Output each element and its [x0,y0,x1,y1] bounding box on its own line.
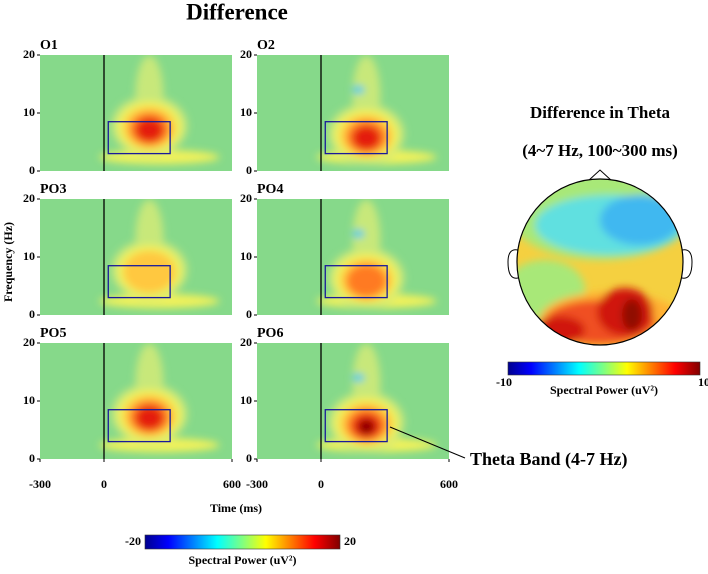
blob-layer [123,250,176,293]
y-tick-label: 0 [246,163,252,177]
y-tick-label: 20 [240,335,252,349]
x-tick-label: -300 [246,477,268,491]
y-tick-label: 10 [240,105,252,119]
blob-cyan [352,373,365,382]
blob-layer [135,405,164,430]
annotation-line [389,426,466,459]
x-tick-label: 0 [318,477,324,491]
blob-layer [135,117,164,142]
blob-layer [358,419,375,435]
y-tick-label: 20 [240,47,252,61]
theta-box [107,121,171,155]
theta-box [324,121,388,155]
blob-cyan [352,229,365,238]
theta-box [324,409,388,443]
y-tick-label: 0 [29,163,35,177]
y-tick-label: 20 [23,335,35,349]
panel-label: O1 [40,38,58,53]
colorbar [507,361,701,376]
panel: PO3 0 10 20 [23,182,232,321]
left-ear [507,249,519,279]
colorbar-label: Spectral Power (uV²) [188,553,296,567]
theta-box [107,265,171,299]
colorbar-label: Spectral Power (uV²) [550,383,658,397]
annotation: Theta Band (4-7 Hz) [470,449,628,470]
y-tick-label: 0 [29,307,35,321]
panel: PO4 0 10 20 [240,182,449,321]
x-tick-label: 600 [440,477,458,491]
figure-title: Difference [186,0,288,24]
x-tick-label: 0 [101,477,107,491]
colorbar-tick-label: 20 [344,534,356,548]
y-tick-label: 10 [23,105,35,119]
y-tick-label: 20 [23,47,35,61]
y-axis-label: Frequency (Hz) [1,222,15,302]
y-tick-label: 10 [23,393,35,407]
field-blob [535,316,585,344]
y-tick-label: 10 [23,249,35,263]
y-tick-label: 20 [23,191,35,205]
x-tick-label: -300 [29,477,51,491]
panel-label: PO6 [257,326,283,341]
theta-box [107,409,171,443]
colorbar-tick-label: -20 [125,534,141,548]
topomap-title: Difference in Theta [530,103,671,122]
theta-box [324,265,388,299]
field-blob [622,299,642,331]
y-tick-label: 0 [246,451,252,465]
power-blob [316,343,437,453]
panel-label: PO3 [40,182,66,197]
colorbar [144,534,341,550]
colorbar-tick-label: 10 [698,375,708,389]
topomap-subtitle: (4~7 Hz, 100~300 ms) [522,141,678,160]
panel: PO5 0 10 20 -300 0 600 [23,326,241,491]
panel-label: O2 [257,38,275,53]
y-tick-label: 20 [240,191,252,205]
blob-cyan [352,85,365,94]
y-tick-label: 0 [29,451,35,465]
blob-layer [352,125,381,150]
panel-label: PO5 [40,326,66,341]
head-outline [516,178,684,346]
panel: O1 0 10 20 [23,38,232,177]
blob-layer [346,264,387,298]
right-ear [681,249,693,279]
x-tick-label: 600 [223,477,241,491]
panel-label: PO4 [257,182,283,197]
panel: O2 0 10 20 [240,38,449,177]
x-axis-label: Time (ms) [210,501,262,515]
y-tick-label: 0 [246,307,252,321]
panel: PO6 0 10 20 -300 0 600 [240,326,458,491]
y-tick-label: 10 [240,249,252,263]
topomap-field [517,179,683,345]
nose [587,169,613,182]
field-blob [600,195,680,245]
y-tick-label: 10 [240,393,252,407]
power-blob [316,199,437,309]
colorbar-tick-label: -10 [496,375,512,389]
